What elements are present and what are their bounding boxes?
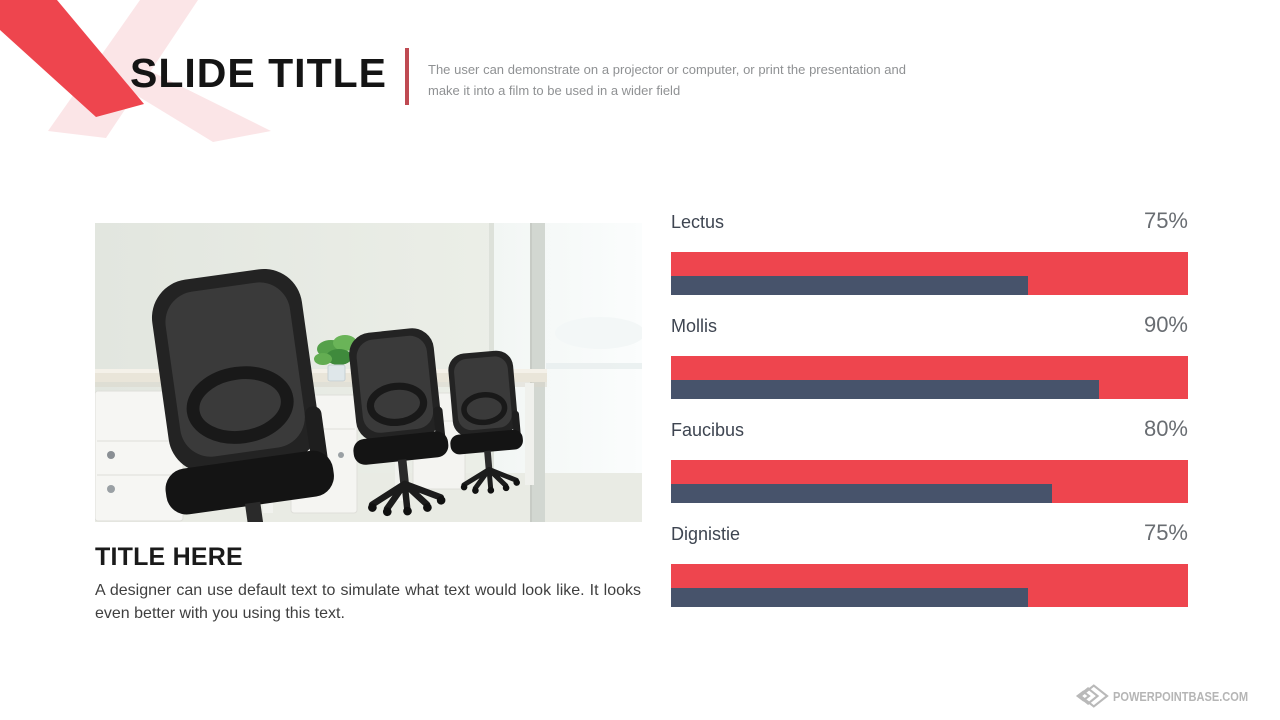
bar-value: 80% <box>1143 416 1188 441</box>
watermark-text: POWERPOINTBASE.COM <box>1113 688 1249 704</box>
x-ribbon-decoration <box>0 0 271 142</box>
bar-fill <box>671 588 1028 607</box>
powerpointbase-logo-icon <box>1076 684 1109 708</box>
title-divider-line <box>405 48 409 105</box>
slide-title: SLIDE TITLE <box>130 50 387 96</box>
chart-row: Dignistie 75% <box>671 520 1188 624</box>
chart-row: Lectus 75% <box>671 208 1188 312</box>
chart-row: Faucibus 80% <box>671 416 1188 520</box>
watermark: POWERPOINTBASE.COM <box>1071 683 1272 709</box>
bar-label: Faucibus <box>671 420 745 440</box>
bar-track <box>671 356 1188 399</box>
bar-value: 90% <box>1143 312 1188 337</box>
left-panel-heading: TITLE HERE <box>95 543 243 571</box>
bar-fill <box>671 484 1052 503</box>
chart-row: Mollis 90% <box>671 312 1188 416</box>
left-panel-body: A designer can use default text to simul… <box>95 582 641 623</box>
bar-fill <box>671 276 1028 295</box>
header-subtitle: The user can demonstrate on a projector … <box>428 62 906 98</box>
bar-label: Dignistie <box>671 524 741 544</box>
bar-value: 75% <box>1143 520 1188 545</box>
bar-track <box>671 564 1188 607</box>
office-photo <box>95 223 642 522</box>
bar-fill <box>671 380 1100 399</box>
bar-track <box>671 460 1188 503</box>
bar-value: 75% <box>1143 208 1188 233</box>
bar-label: Lectus <box>671 212 725 232</box>
bar-label: Mollis <box>671 316 718 336</box>
bar-track <box>671 252 1188 295</box>
